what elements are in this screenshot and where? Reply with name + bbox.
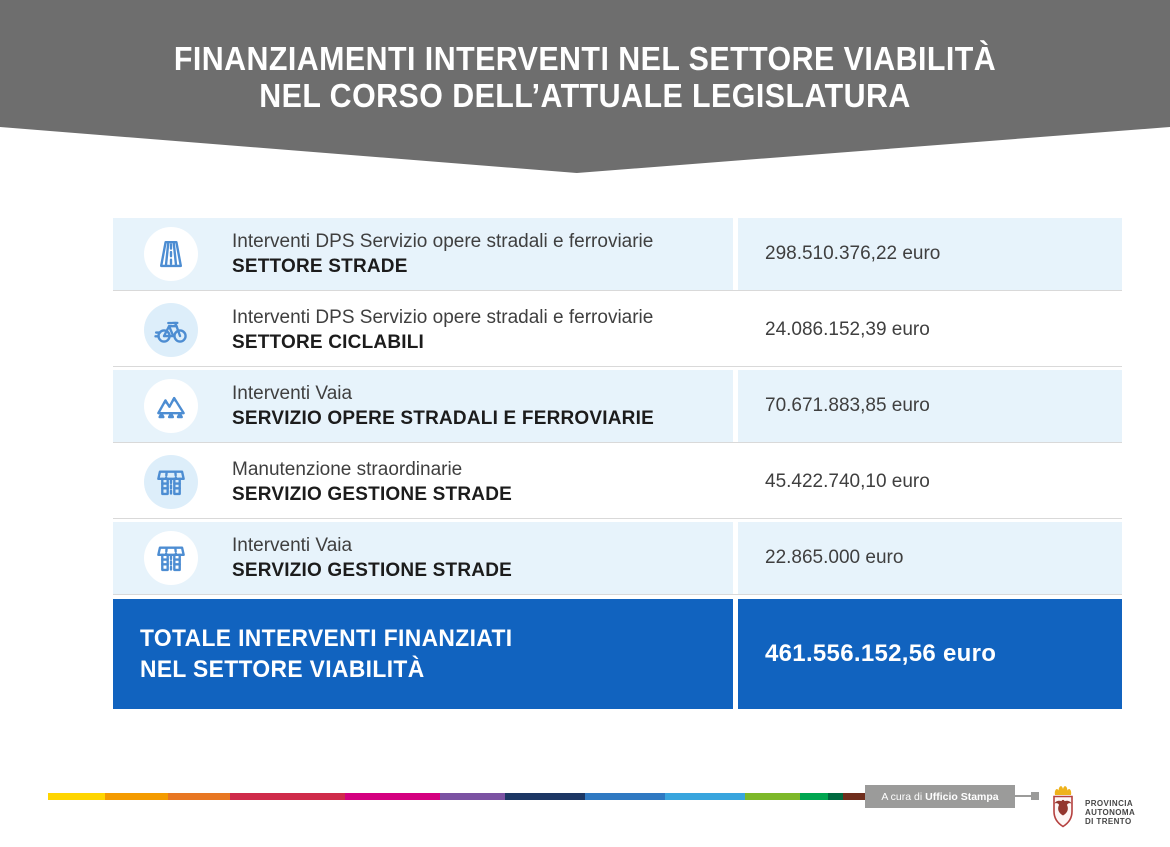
bicycle-icon xyxy=(154,321,187,343)
row-title: Manutenzione straordinarie xyxy=(232,458,463,480)
row-sector: SERVIZIO OPERE STRADALI E FERROVIARIE xyxy=(232,407,654,429)
logo-text-line2: AUTONOMA xyxy=(1085,808,1136,817)
row-amount: 298.510.376,22 euro xyxy=(738,218,1122,290)
row-amount: 24.086.152,39 euro xyxy=(738,294,1122,366)
icon-badge xyxy=(144,227,198,281)
row-sector: SETTORE CICLABILI xyxy=(232,331,424,353)
page-title-line2: NEL CORSO DELL’ATTUALE LEGISLATURA xyxy=(259,77,911,114)
row-sector: SERVIZIO GESTIONE STRADE xyxy=(232,559,512,581)
row-amount: 22.865.000 euro xyxy=(738,522,1122,594)
row-text: Interventi DPS Servizio opere stradali e… xyxy=(232,230,653,279)
row-description-cell: Interventi DPS Servizio opere stradali e… xyxy=(113,294,733,366)
row-description-cell: Manutenzione straordinarie SERVIZIO GEST… xyxy=(113,446,733,518)
total-label-line1: TOTALE INTERVENTI FINANZIATI xyxy=(140,625,513,652)
stripe-segment xyxy=(168,793,230,800)
financing-table: Interventi DPS Servizio opere stradali e… xyxy=(113,218,1122,709)
row-amount: 70.671.883,85 euro xyxy=(738,370,1122,442)
row-text: Manutenzione straordinarie SERVIZIO GEST… xyxy=(232,458,512,507)
brand-stripe xyxy=(48,793,865,800)
total-label-line2: NEL SETTORE VIABILITÀ xyxy=(140,656,425,683)
stripe-segment xyxy=(440,793,505,800)
row-sector: SERVIZIO GESTIONE STRADE xyxy=(232,483,512,505)
stripe-segment xyxy=(585,793,665,800)
total-row: TOTALE INTERVENTI FINANZIATI NEL SETTORE… xyxy=(113,599,1122,709)
row-title: Interventi DPS Servizio opere stradali e… xyxy=(232,230,654,252)
page-title-line1: FINANZIAMENTI INTERVENTI NEL SETTORE VIA… xyxy=(173,40,997,77)
badge-connector-line xyxy=(1015,795,1038,797)
icon-badge xyxy=(144,455,198,509)
total-amount: 461.556.152,56 euro xyxy=(738,599,1122,709)
stripe-segment xyxy=(505,793,585,800)
stripe-segment xyxy=(843,793,865,800)
viaduct-icon xyxy=(157,470,185,496)
row-title: Interventi Vaia xyxy=(232,382,353,404)
row-text: Interventi Vaia SERVIZIO OPERE STRADALI … xyxy=(232,382,654,431)
road-icon xyxy=(159,240,183,268)
badge-connector-box xyxy=(1031,792,1039,800)
stripe-segment xyxy=(800,793,828,800)
stripe-segment xyxy=(230,793,345,800)
icon-badge xyxy=(144,303,198,357)
row-description-cell: Interventi DPS Servizio opere stradali e… xyxy=(113,218,733,290)
icon-badge xyxy=(144,531,198,585)
stripe-segment xyxy=(105,793,168,800)
mountains-trees-icon xyxy=(157,396,185,419)
logo-text-line3: DI TRENTO xyxy=(1085,817,1132,826)
row-title: Interventi DPS Servizio opere stradali e… xyxy=(232,306,654,328)
credit-badge: A cura di Ufficio Stampa xyxy=(865,785,1015,808)
table-row: Manutenzione straordinarie SERVIZIO GEST… xyxy=(113,446,1122,519)
provincia-trento-logo: PROVINCIA AUTONOMA DI TRENTO xyxy=(1046,782,1135,834)
table-row: Interventi DPS Servizio opere stradali e… xyxy=(113,218,1122,291)
row-description-cell: Interventi Vaia SERVIZIO GESTIONE STRADE xyxy=(113,522,733,594)
stripe-segment xyxy=(48,793,105,800)
logo-text: PROVINCIA AUTONOMA DI TRENTO xyxy=(1085,799,1135,834)
icon-badge xyxy=(144,379,198,433)
stripe-segment xyxy=(345,793,440,800)
header-banner: FINANZIAMENTI INTERVENTI NEL SETTORE VIA… xyxy=(0,0,1170,173)
stripe-segment xyxy=(745,793,800,800)
row-amount: 45.422.740,10 euro xyxy=(738,446,1122,518)
total-label-cell: TOTALE INTERVENTI FINANZIATI NEL SETTORE… xyxy=(113,599,733,709)
page-title: FINANZIAMENTI INTERVENTI NEL SETTORE VIA… xyxy=(47,0,1123,114)
logo-text-line1: PROVINCIA xyxy=(1085,799,1134,808)
table-row: Interventi DPS Servizio opere stradali e… xyxy=(113,294,1122,367)
credit-author: Ufficio Stampa xyxy=(925,790,999,803)
viaduct-icon xyxy=(157,546,185,572)
table-row: Interventi Vaia SERVIZIO GESTIONE STRADE… xyxy=(113,522,1122,595)
table-row: Interventi Vaia SERVIZIO OPERE STRADALI … xyxy=(113,370,1122,443)
credit-prefix: A cura di xyxy=(881,790,926,803)
row-text: Interventi DPS Servizio opere stradali e… xyxy=(232,306,653,355)
total-label: TOTALE INTERVENTI FINANZIATI NEL SETTORE… xyxy=(140,623,512,685)
trento-crest-icon xyxy=(1053,786,1073,828)
row-text: Interventi Vaia SERVIZIO GESTIONE STRADE xyxy=(232,534,512,583)
stripe-segment xyxy=(828,793,843,800)
stripe-segment xyxy=(665,793,745,800)
row-title: Interventi Vaia xyxy=(232,534,353,556)
row-description-cell: Interventi Vaia SERVIZIO OPERE STRADALI … xyxy=(113,370,733,442)
row-sector: SETTORE STRADE xyxy=(232,255,408,277)
